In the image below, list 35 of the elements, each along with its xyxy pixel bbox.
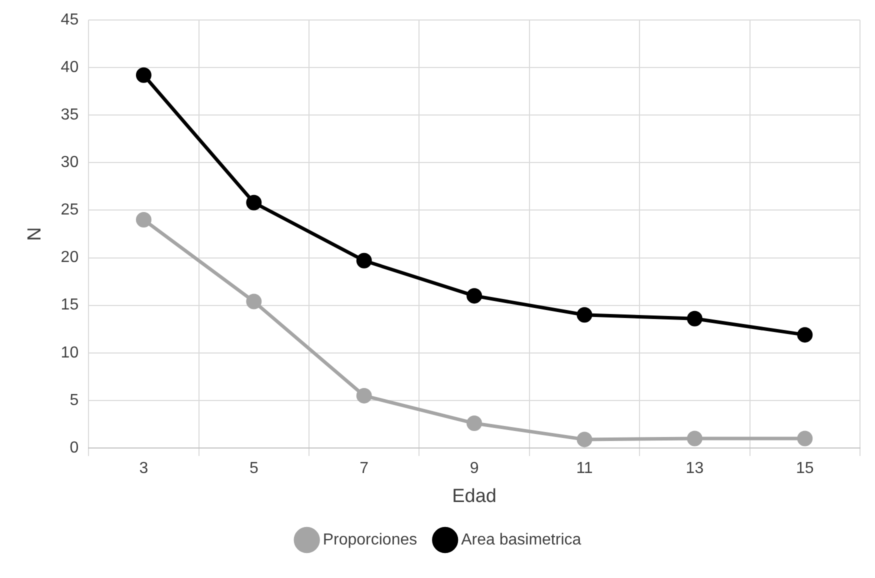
point	[356, 252, 372, 268]
y-tick-label: 40	[60, 58, 79, 76]
y-tick-label: 5	[70, 392, 79, 409]
point	[576, 432, 592, 448]
y-tick-label: 10	[60, 344, 79, 362]
legend-label: Proporciones	[322, 531, 418, 548]
point	[466, 288, 482, 304]
point	[576, 307, 592, 323]
point	[797, 430, 813, 446]
point	[797, 327, 813, 343]
x-tick-label: 7	[360, 460, 369, 478]
x-tick-label: 11	[576, 460, 593, 478]
point	[246, 294, 262, 310]
legend-label: Area basimetrica	[461, 531, 582, 548]
x-tick-label: 15	[796, 460, 814, 478]
point	[686, 430, 702, 446]
x-tick-label: 13	[686, 460, 704, 478]
point	[136, 212, 152, 228]
x-tick-label: 9	[470, 460, 479, 478]
point	[686, 310, 702, 326]
y-tick-label: 35	[60, 106, 79, 124]
point	[466, 416, 482, 432]
y-tick-label: 15	[60, 296, 79, 314]
y-tick-label: 30	[60, 154, 79, 172]
y-tick-label: 25	[60, 202, 79, 219]
x-tick-label: 5	[249, 460, 258, 478]
point	[356, 388, 372, 404]
x-axis-title: Edad	[452, 486, 496, 507]
y-axis-title: N	[24, 227, 46, 241]
y-tick-label: 20	[60, 249, 79, 266]
x-tick-label: 3	[139, 460, 148, 478]
y-tick-label: 45	[60, 11, 79, 28]
y-tick-label: 0	[70, 439, 79, 456]
point	[136, 67, 152, 83]
point	[246, 194, 262, 210]
